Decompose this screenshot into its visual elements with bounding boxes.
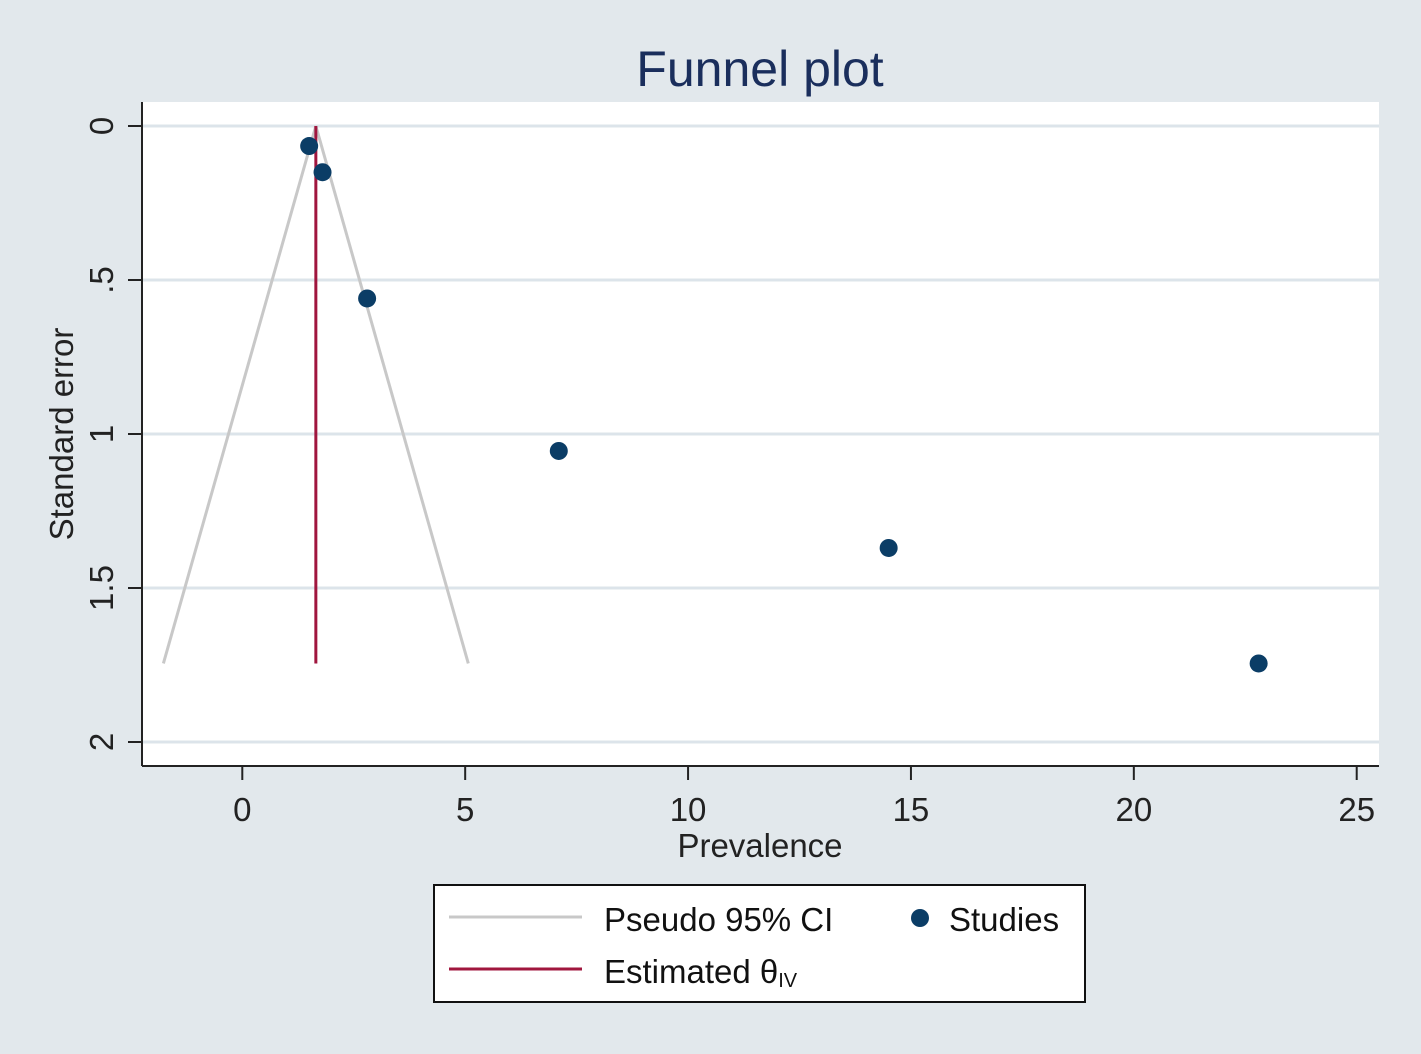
x-tick-label-0: 0 [233, 791, 251, 828]
x-tick-label-3: 15 [893, 791, 930, 828]
y-tick-label-1: .5 [83, 266, 120, 294]
x-tick-label-1: 5 [456, 791, 474, 828]
x-tick-label-2: 10 [670, 791, 707, 828]
ci-left-boundary [161, 125, 318, 664]
x-tick-label-4: 20 [1115, 791, 1152, 828]
study-point-1 [300, 137, 319, 156]
y-tick-label-4: 2 [83, 733, 120, 751]
x-axis-label: Prevalence [677, 827, 842, 864]
pseudo-ci-funnel [161, 125, 470, 664]
legend-studies-label: Studies [949, 901, 1059, 938]
legend-box [433, 884, 1086, 1003]
y-tick-label-3: 1.5 [83, 565, 120, 611]
legend: Pseudo 95% CI Studies Estimated θIV [433, 884, 1086, 1003]
x-axis-ticks: 0 5 10 15 20 25 [233, 766, 1375, 828]
study-point-5 [879, 538, 898, 557]
y-axis-ticks: 0 .5 1 1.5 2 [83, 117, 142, 751]
y-axis-label: Standard error [43, 328, 80, 541]
x-tick-label-5: 25 [1338, 791, 1375, 828]
gridlines [142, 124, 1379, 744]
study-point-3 [358, 289, 377, 308]
chart-title: Funnel plot [636, 41, 883, 97]
legend-ci-label: Pseudo 95% CI [604, 901, 833, 938]
y-tick-label-0: 0 [83, 117, 120, 135]
study-point-2 [313, 163, 332, 182]
legend-estimate-label-main: Estimated θ [604, 953, 778, 990]
legend-estimate-label: Estimated θIV [604, 953, 798, 992]
y-tick-label-2: 1 [83, 425, 120, 443]
ci-right-boundary [314, 125, 470, 664]
legend-studies-swatch [911, 909, 929, 927]
legend-estimate-label-subscript: IV [778, 970, 798, 992]
study-point-6 [1249, 654, 1268, 673]
study-point-4 [549, 441, 568, 460]
study-points [300, 137, 1268, 673]
